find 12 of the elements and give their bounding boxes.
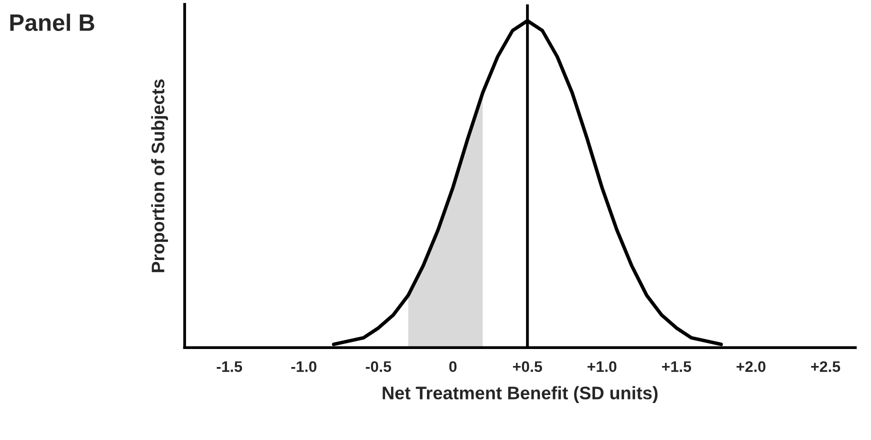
x-tick-label: -0.5 — [366, 361, 392, 372]
x-tick-label: +1.5 — [662, 361, 692, 372]
x-tick-label: -1.5 — [216, 361, 242, 372]
chart-title: Panel B — [10, 14, 94, 32]
y-axis-title: Proportion of Subjects — [151, 79, 168, 272]
x-tick-label: +0.5 — [513, 361, 542, 372]
x-tick-label: -1.0 — [291, 361, 316, 372]
x-axis-title: Net Treatment Benefit (SD units) — [382, 386, 658, 403]
x-tick-label: 0 — [449, 361, 457, 372]
x-tick-label: +2.0 — [736, 361, 766, 372]
x-tick-label: +2.5 — [811, 361, 840, 372]
x-tick-label: +1.0 — [588, 361, 616, 372]
